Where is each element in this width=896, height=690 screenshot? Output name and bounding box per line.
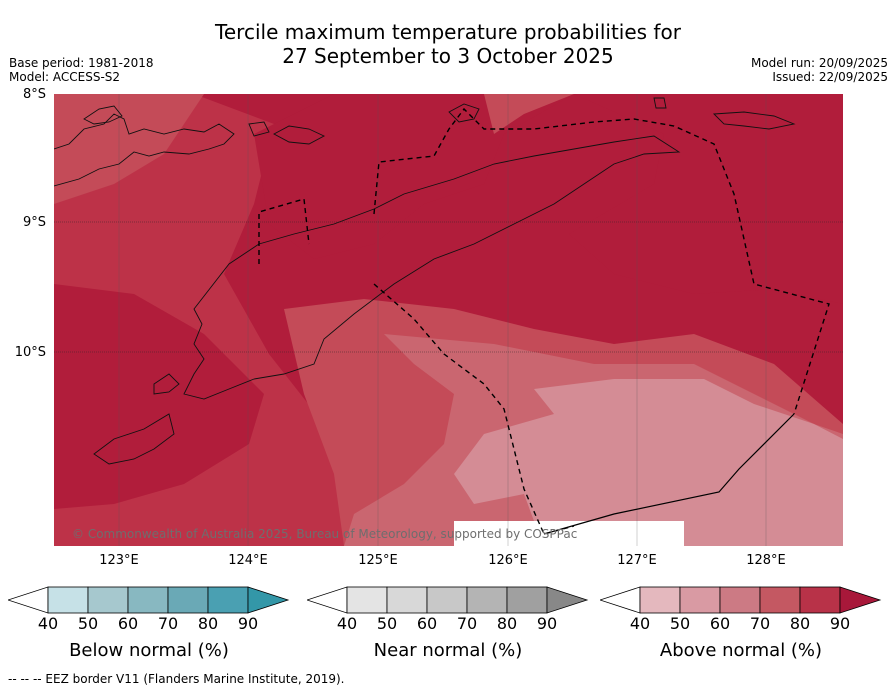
coastline-pantar — [248, 121, 270, 137]
coastline-flores-east — [54, 113, 235, 187]
legend-below-cell — [207, 586, 249, 614]
legend-near-tick: 70 — [456, 614, 478, 633]
legend-near-cell — [386, 586, 428, 614]
legend-near-tick: 50 — [376, 614, 398, 633]
legend-below-cell — [87, 586, 129, 614]
legend-below-tick: 90 — [237, 614, 259, 633]
legend-above-tick: 80 — [789, 614, 811, 633]
map-band-90-north — [254, 94, 574, 259]
lon-label-128e: 128°E — [746, 553, 786, 568]
copyright-notice: © Commonwealth of Australia 2025, Bureau… — [72, 527, 577, 541]
coastline-sawu — [93, 413, 175, 465]
legend-below-tick: 60 — [117, 614, 139, 633]
legend-near-cell — [506, 586, 548, 614]
legend-above-tick: 50 — [669, 614, 691, 633]
legend-near-cell — [426, 586, 468, 614]
model-run: Model run: 20/09/2025 — [750, 56, 888, 70]
legend-near-bar — [307, 586, 589, 614]
eez-borders — [258, 107, 830, 535]
meta-right: Model run: 20/09/2025 Issued: 22/09/2025 — [751, 56, 888, 84]
eez-footnote: -- -- -- EEZ border V11 (Flanders Marine… — [8, 672, 345, 686]
map-band-80-north-strip — [484, 94, 574, 134]
map-title: Tercile maximum temperature probabilitie… — [0, 20, 896, 68]
legend-above-title: Above normal (%) — [659, 640, 823, 661]
coastlines — [54, 97, 796, 465]
issued-date: Issued: 22/09/2025 — [772, 70, 888, 84]
legend-above-tick: 70 — [749, 614, 771, 633]
lon-label-124e: 124°E — [228, 553, 268, 568]
meta-left: Base period: 1981-2018 Model: ACCESS-S2 — [9, 56, 154, 84]
legend-below-tick: 50 — [77, 614, 99, 633]
legend-near-tick: 40 — [336, 614, 358, 633]
boundary-solid — [543, 413, 795, 535]
map-band-90-northeast — [569, 94, 843, 304]
legend-below-cell — [167, 586, 209, 614]
legend-below-arrow-high — [247, 586, 290, 614]
legend-below-tick: 70 — [157, 614, 179, 633]
legend-near-tick: 60 — [416, 614, 438, 633]
lon-label-125e: 125°E — [358, 553, 398, 568]
map-band-90-southwest — [54, 284, 264, 509]
legend-near-arrow-high — [546, 586, 589, 614]
eez-border-north — [373, 107, 830, 415]
model-name: Model: ACCESS-S2 — [9, 70, 121, 84]
probability-map: © Commonwealth of Australia 2025, Bureau… — [54, 94, 843, 546]
legend-near-title: Near normal (%) — [373, 640, 523, 661]
legend-above-tick: 90 — [829, 614, 851, 633]
map-band-60-southeast-inner — [594, 434, 614, 469]
lat-label-8s: 8°S — [22, 87, 46, 102]
lon-label-123e: 123°E — [99, 553, 139, 568]
legend-below-bar — [8, 586, 290, 614]
map-band-60-southeast — [454, 379, 843, 546]
coastline-timor-north — [183, 135, 681, 400]
legend-near-tick: 80 — [496, 614, 518, 633]
title-line-2: 27 September to 3 October 2025 — [282, 44, 614, 68]
legend-above-cell — [679, 586, 721, 614]
legend-above-arrow-high — [839, 586, 882, 614]
legend-below-tick: 40 — [37, 614, 59, 633]
legend-above-cell — [759, 586, 801, 614]
legend-above-cell — [799, 586, 841, 614]
coastline-wetar — [448, 103, 480, 123]
coastline-islet-ne — [653, 97, 667, 109]
eez-border-timor-leste — [258, 198, 310, 264]
legend-below-title: Below normal (%) — [69, 640, 229, 661]
lat-label-10s: 10°S — [14, 345, 46, 360]
legend-above-bar — [600, 586, 882, 614]
legend-near-arrow-low — [307, 586, 348, 614]
legend-above-tick: 40 — [629, 614, 651, 633]
legend-below-arrow-low — [8, 586, 49, 614]
legend-near-cell — [346, 586, 388, 614]
legend-near-tick: 90 — [536, 614, 558, 633]
legend-above-cell — [639, 586, 681, 614]
coastline-rote — [153, 373, 180, 395]
coastline-north-islands — [83, 105, 123, 125]
map-band-80-nw — [54, 94, 204, 204]
lat-label-9s: 9°S — [22, 215, 46, 230]
legend-above-tick: 60 — [709, 614, 731, 633]
legend-below-tick: 80 — [197, 614, 219, 633]
lon-label-127e: 127°E — [617, 553, 657, 568]
map-white-patch — [454, 521, 684, 546]
base-period: Base period: 1981-2018 — [9, 56, 154, 70]
lon-label-126e: 126°E — [488, 553, 528, 568]
coastline-leti-east — [712, 111, 796, 130]
legend-below-cell — [127, 586, 169, 614]
eez-border-south — [373, 283, 575, 535]
legend-above-cell — [719, 586, 761, 614]
title-line-1: Tercile maximum temperature probabilitie… — [215, 20, 681, 44]
legend-near-cell — [466, 586, 508, 614]
legend-below-cell — [47, 586, 89, 614]
legend-above-arrow-low — [600, 586, 641, 614]
coastline-alor — [273, 125, 326, 145]
graticule — [118, 94, 767, 546]
parallels — [54, 221, 843, 353]
